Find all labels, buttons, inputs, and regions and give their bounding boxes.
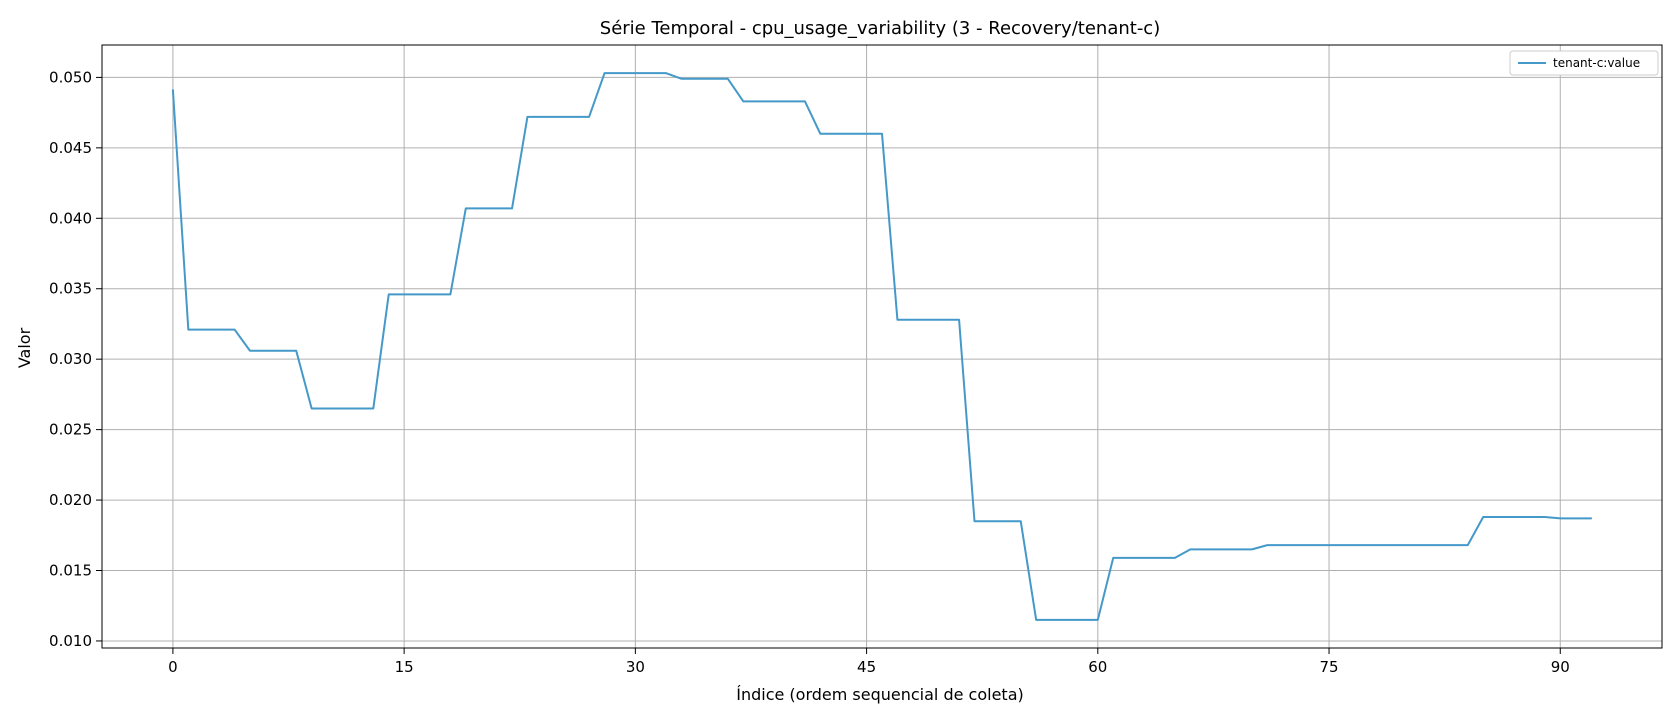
axis-ticks: 0 15 30 45 60 75 90 0.010 0.015 0.020 0.025 0.030 0.… xyxy=(49,68,1570,676)
series-line xyxy=(171,72,1593,621)
y-tick-label: 0.020 xyxy=(49,491,92,509)
chart-title: Série Temporal - cpu_usage_variability (… xyxy=(600,18,1160,39)
series-layer xyxy=(171,72,1593,621)
legend: tenant-c:value xyxy=(1509,50,1659,76)
x-tick-label: 15 xyxy=(395,658,414,676)
x-axis-label: Índice (ordem sequencial de coleta) xyxy=(736,685,1024,704)
y-tick-label: 0.050 xyxy=(49,68,92,86)
legend-label: tenant-c:value xyxy=(1553,56,1640,70)
y-tick-label: 0.035 xyxy=(49,280,92,298)
y-tick-label: 0.025 xyxy=(49,421,92,439)
x-tick-label: 90 xyxy=(1551,658,1570,676)
x-tick-label: 30 xyxy=(626,658,645,676)
x-tick-label: 0 xyxy=(168,658,178,676)
plot-area-frame xyxy=(101,44,1663,649)
x-tick-label: 45 xyxy=(857,658,876,676)
y-tick-label: 0.010 xyxy=(49,632,92,650)
y-tick-label: 0.030 xyxy=(49,350,92,368)
grid-lines xyxy=(102,45,1662,648)
y-tick-label: 0.045 xyxy=(49,139,92,157)
y-tick-label: 0.040 xyxy=(49,209,92,227)
legend-box xyxy=(1509,50,1659,76)
x-tick-label: 75 xyxy=(1319,658,1338,676)
y-tick-label: 0.015 xyxy=(49,562,92,580)
y-axis-label: Valor xyxy=(15,327,34,368)
x-tick-label: 60 xyxy=(1088,658,1107,676)
